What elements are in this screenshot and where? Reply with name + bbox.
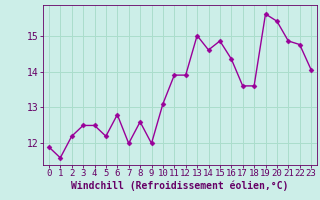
X-axis label: Windchill (Refroidissement éolien,°C): Windchill (Refroidissement éolien,°C) (71, 181, 289, 191)
